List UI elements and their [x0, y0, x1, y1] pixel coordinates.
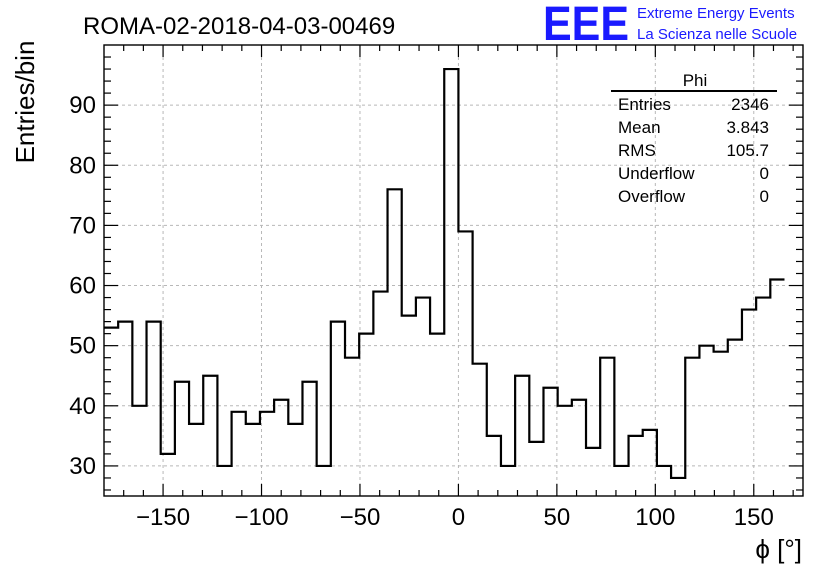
stats-value-rms: 105.7: [726, 141, 769, 160]
x-tick-label: 50: [544, 504, 571, 531]
stats-label-mean: Mean: [618, 118, 661, 137]
eee-logo: EEE: [543, 0, 629, 51]
stats-title: Phi: [683, 71, 708, 90]
y-tick-label: 40: [69, 393, 96, 420]
y-tick-label: 50: [69, 333, 96, 360]
stats-value-overflow: 0: [760, 187, 769, 206]
stats-label-overflow: Overflow: [618, 187, 686, 206]
x-tick-label: −100: [234, 504, 288, 531]
stats-box: Phi Entries 2346 Mean 3.843 RMS 105.7 Un…: [611, 71, 777, 206]
y-tick-label: 80: [69, 152, 96, 179]
stats-value-underflow: 0: [760, 164, 769, 183]
y-axis-label: Entries/bin: [10, 41, 40, 164]
grid-lines: [104, 45, 803, 496]
x-tick-label: 150: [734, 504, 774, 531]
y-tick-label: 70: [69, 212, 96, 239]
stats-value-mean: 3.843: [726, 118, 769, 137]
logo-line-2: La Scienza nelle Scuole: [637, 26, 797, 43]
x-tick-label: −150: [136, 504, 190, 531]
histogram-outline: [104, 67, 785, 480]
stats-label-entries: Entries: [618, 95, 671, 114]
axis-ticks: −150 −100 −50 0 50 100 150 30 40 50 60 70 80 90: [69, 45, 803, 531]
stats-label-rms: RMS: [618, 141, 656, 160]
plot-frame: [103, 44, 804, 497]
x-tick-label: 0: [452, 504, 465, 531]
y-tick-label: 60: [69, 273, 96, 300]
y-tick-label: 30: [69, 453, 96, 480]
x-axis-label: ϕ [°]: [755, 534, 802, 564]
histogram-series: [104, 67, 785, 480]
stats-value-entries: 2346: [731, 95, 769, 114]
y-tick-label: 90: [69, 92, 96, 119]
stats-label-underflow: Underflow: [618, 164, 695, 183]
x-tick-label: −50: [340, 504, 381, 531]
run-title: ROMA-02-2018-04-03-00469: [83, 13, 395, 40]
logo-line-1: Extreme Energy Events: [637, 5, 795, 22]
x-tick-label: 100: [635, 504, 675, 531]
